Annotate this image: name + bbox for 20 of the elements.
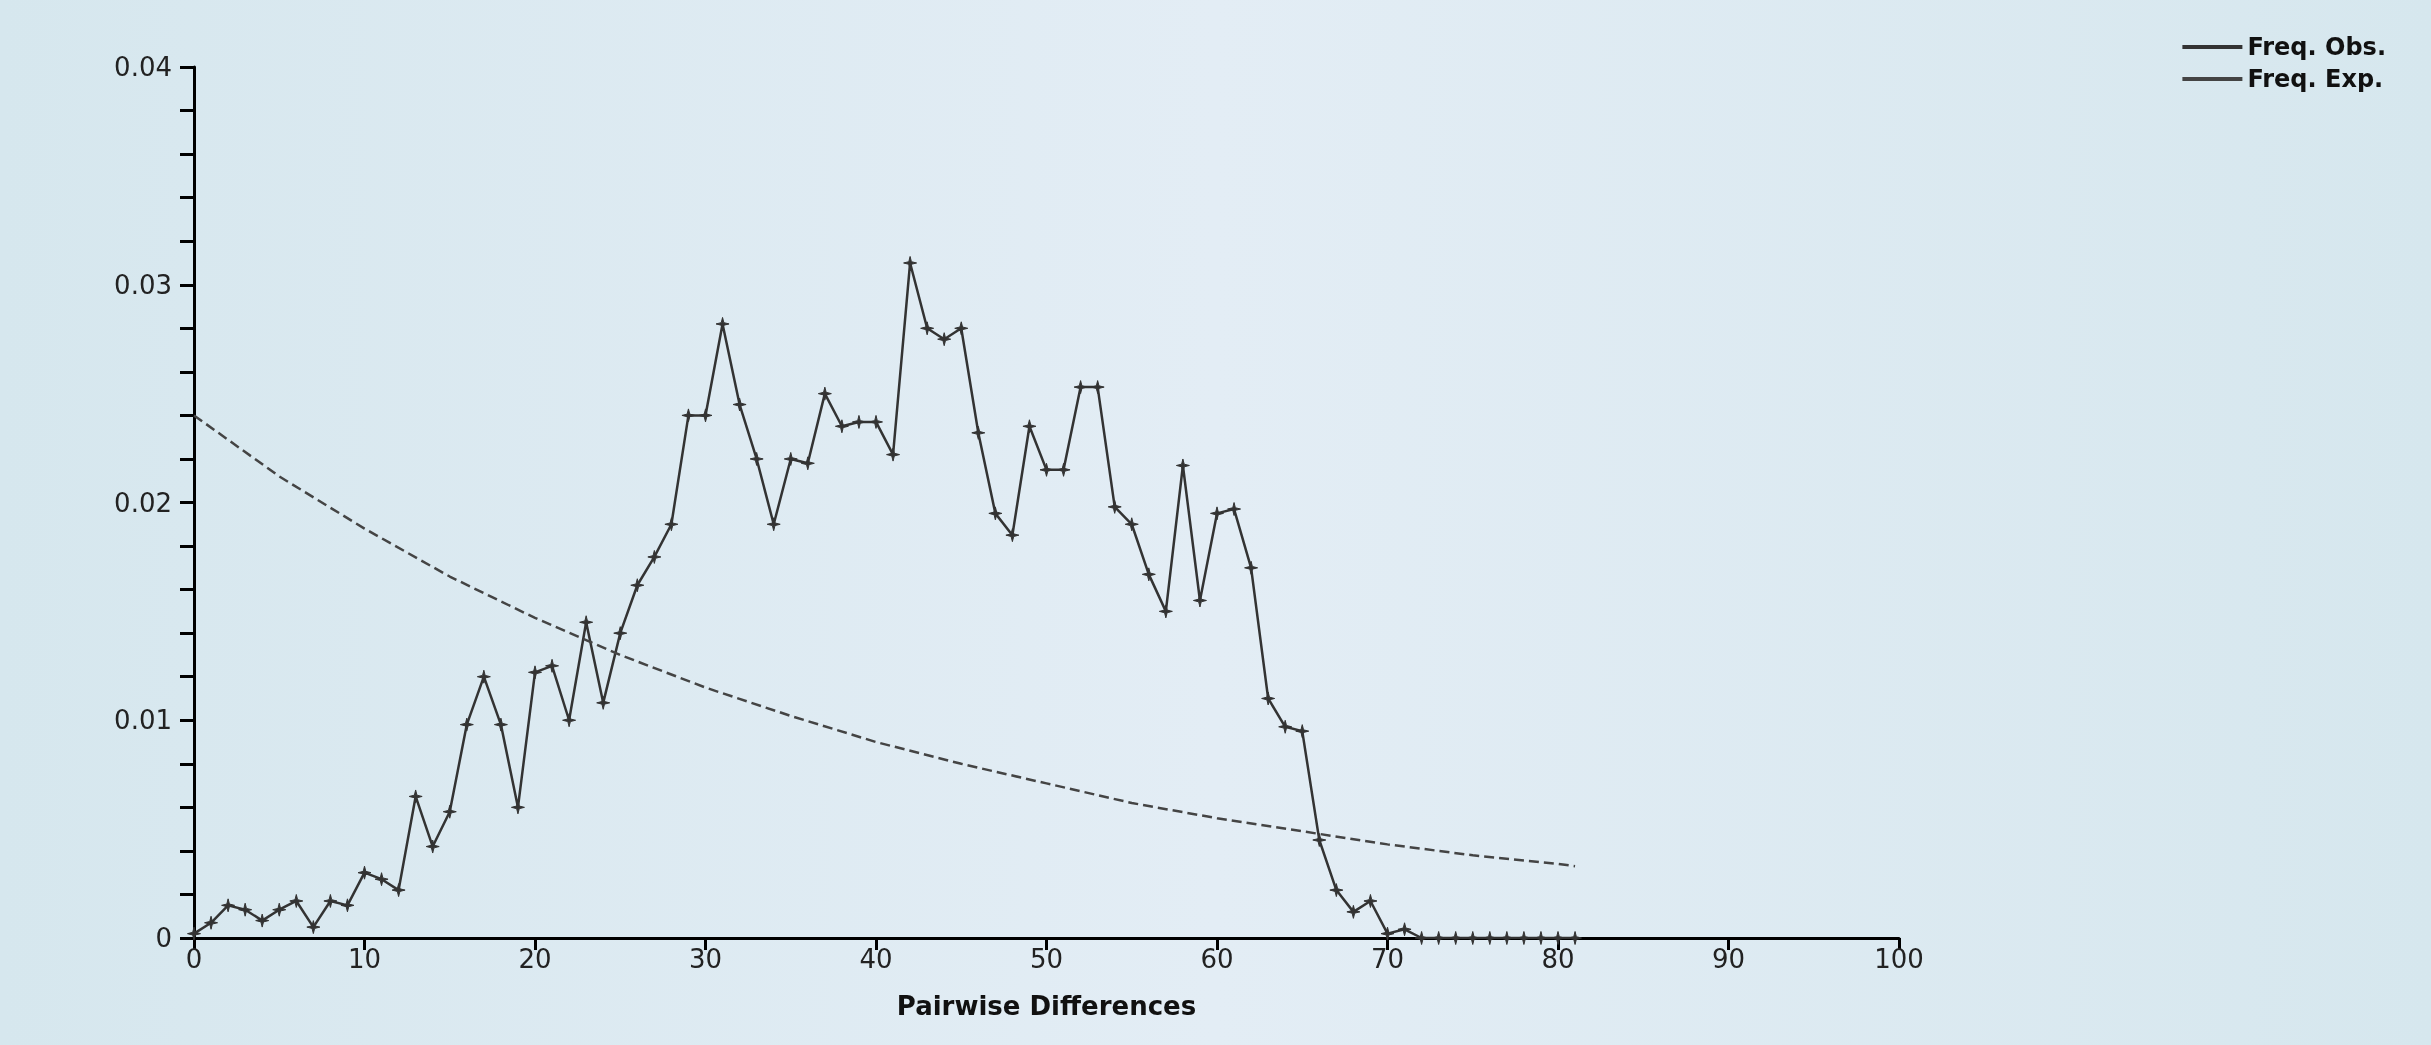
line-series bbox=[192, 414, 1577, 868]
x-tick-label: 80 bbox=[1541, 944, 1575, 974]
legend-label: Freq. Exp. bbox=[2247, 65, 2384, 93]
x-tick-label: 60 bbox=[1200, 944, 1234, 974]
x-axis-title: Pairwise Differences bbox=[896, 991, 1197, 1021]
x-tick-label: 30 bbox=[688, 944, 723, 974]
y-tick-label: 0.04 bbox=[114, 52, 172, 82]
x-tick-label: 90 bbox=[1711, 944, 1746, 974]
x-tick-label: 20 bbox=[518, 944, 552, 974]
y-tick-label: 0.02 bbox=[114, 487, 172, 518]
x-tick-label: 50 bbox=[1029, 944, 1064, 974]
y-tick-label: 0.03 bbox=[114, 269, 172, 300]
y-tick-label: 0.01 bbox=[114, 705, 172, 736]
x-tick-label: 0 bbox=[185, 944, 203, 974]
legend-label: Freq. Obs. bbox=[2247, 33, 2386, 61]
x-tick-label: 10 bbox=[347, 944, 382, 974]
x-tick-label: 70 bbox=[1370, 944, 1405, 974]
x-tick-label: 100 bbox=[1874, 944, 1924, 974]
x-tick-label: 40 bbox=[859, 944, 893, 974]
y-tick-label: 0 bbox=[155, 923, 172, 953]
